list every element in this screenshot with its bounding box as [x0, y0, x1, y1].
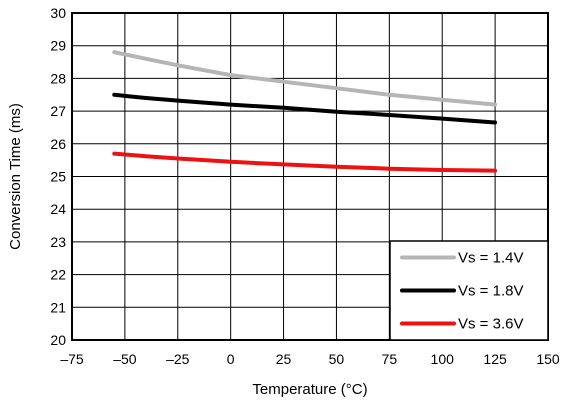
legend: Vs = 1.4V Vs = 1.8V Vs = 3.6V — [389, 240, 549, 341]
x-tick-label: 75 — [382, 351, 398, 367]
series-line-1 — [112, 50, 498, 107]
y-axis-ticks: 20 21 22 23 24 25 26 27 28 29 30 — [50, 5, 66, 348]
y-tick-label: 29 — [50, 38, 66, 54]
x-tick-label: 25 — [276, 351, 292, 367]
y-tick-label: 20 — [50, 332, 66, 348]
series-line-2 — [112, 92, 498, 125]
y-tick-label: 23 — [50, 234, 66, 250]
legend-label: Vs = 1.8V — [458, 283, 523, 300]
x-tick-label: 0 — [227, 351, 235, 367]
y-tick-label: 27 — [50, 103, 66, 119]
x-tick-label: 150 — [536, 351, 560, 367]
y-tick-label: 22 — [50, 267, 66, 283]
x-tick-label: –50 — [113, 351, 137, 367]
y-tick-label: 24 — [50, 201, 66, 217]
x-tick-label: 125 — [483, 351, 507, 367]
y-tick-label: 25 — [50, 169, 66, 185]
x-axis-title: Temperature (°C) — [252, 381, 367, 398]
x-tick-label: –75 — [60, 351, 84, 367]
x-tick-label: 50 — [329, 351, 345, 367]
y-tick-label: 30 — [50, 5, 66, 21]
legend-label: Vs = 3.6V — [458, 316, 523, 333]
y-tick-label: 21 — [50, 299, 66, 315]
x-tick-label: –25 — [166, 351, 190, 367]
x-axis-ticks: –75 –50 –25 0 25 50 75 100 125 150 — [60, 351, 560, 367]
y-tick-label: 26 — [50, 136, 66, 152]
x-tick-label: 100 — [431, 351, 455, 367]
y-tick-label: 28 — [50, 70, 66, 86]
y-axis-title: Conversion Time (ms) — [7, 103, 24, 250]
legend-label: Vs = 1.4V — [458, 250, 523, 267]
series-line-3 — [112, 151, 498, 173]
series-lines — [112, 50, 498, 173]
plot-area-frame — [71, 12, 549, 341]
